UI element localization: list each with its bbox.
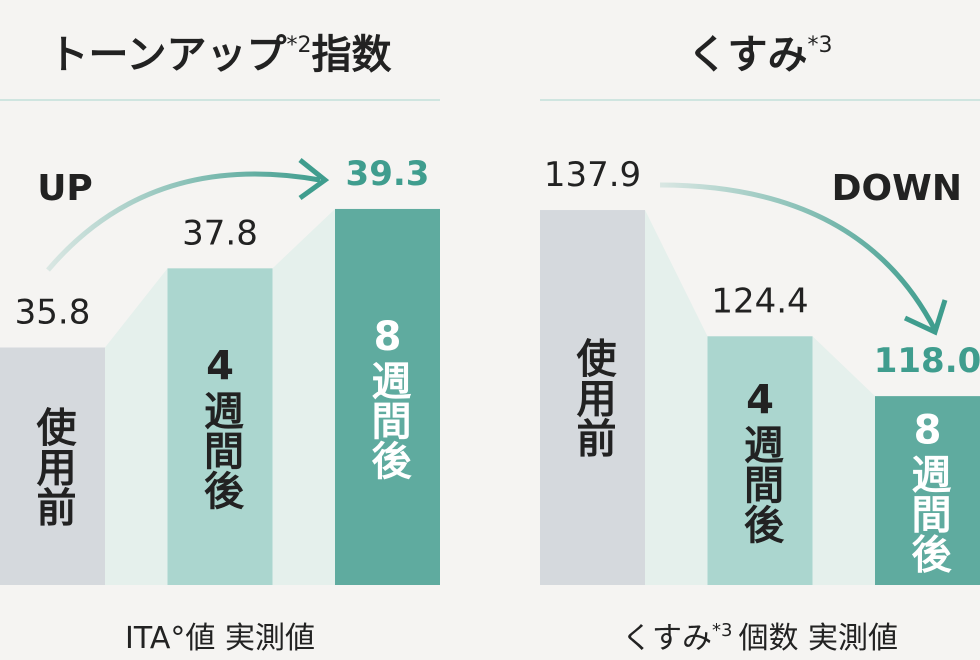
trend-arrow [659,182,938,332]
title-suffix: 指数 [312,32,392,78]
chart-title: くすみ*3 [688,32,833,78]
value-label: 39.3 [346,154,430,194]
category-label: 4週間後 [737,378,784,544]
title-note: *3 [808,33,833,58]
connector-shade [272,208,335,586]
connector-shade [105,268,168,585]
caption-text: くすみ [622,621,712,656]
trend-label: DOWN [832,168,962,209]
caption: ITA°値 実測値 [125,621,315,656]
trend-label: UP [37,168,93,209]
value-label: 35.8 [15,293,91,333]
category-label: 8週間後 [905,408,952,574]
value-label: 37.8 [182,213,258,253]
connector-shade [645,210,708,586]
chart-title: トーンアップ*2指数 [49,32,392,78]
category-label: 使用前 [570,338,617,458]
title-note: *2 [287,33,312,58]
caption-suffix: 個数 実測値 [738,621,898,656]
connector-shade [812,336,875,585]
caption-note: *3 [712,620,732,641]
title-text: くすみ [688,32,808,78]
category-label: 使用前 [30,406,77,526]
bar [0,347,105,585]
bar [540,210,645,586]
caption-text: ITA°値 実測値 [125,621,315,656]
bar [707,336,813,585]
caption: くすみ*3 個数 実測値 [622,620,898,656]
category-label: 4週間後 [197,344,244,510]
trend-arrow [46,171,321,272]
bar [167,268,273,585]
value-label: 137.9 [544,155,641,195]
title-text: トーンアップ [49,32,287,78]
value-label: 124.4 [711,281,808,321]
value-label: 118.0 [874,341,980,381]
bar [875,396,980,585]
bar [335,208,440,586]
category-label: 8週間後 [365,314,412,480]
arrow-head [298,158,330,201]
arrow-head [903,299,948,336]
